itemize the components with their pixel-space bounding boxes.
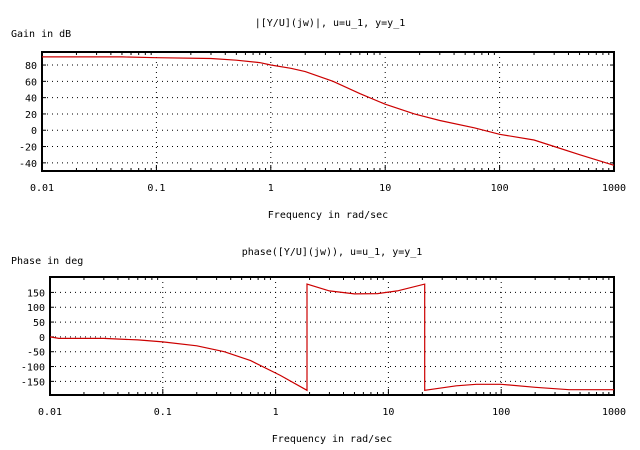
phase-title: phase([Y/U](jw)), u=u_1, y=y_1 — [242, 247, 423, 258]
x-tick-label: 100 — [492, 407, 510, 418]
y-tick-label: -20 — [19, 143, 37, 154]
y-tick-label: 0 — [31, 126, 37, 137]
plot-frame — [49, 276, 615, 396]
y-tick-label: 20 — [25, 110, 37, 121]
phase-xlabel: Frequency in rad/sec — [272, 434, 392, 445]
x-tick-label: 0.1 — [147, 183, 165, 194]
y-tick-label: 150 — [27, 288, 45, 299]
x-tick-label: 0.01 — [38, 407, 62, 418]
data-line — [49, 283, 614, 392]
y-tick-label: 0 — [39, 333, 45, 344]
phase-plot: phase([Y/U](jw)), u=u_1, y=y_1 Phase in … — [11, 247, 626, 445]
x-tick-label: 1 — [273, 407, 279, 418]
data-line — [42, 56, 615, 166]
x-tick-label: 10 — [379, 183, 391, 194]
y-tick-label: 40 — [25, 94, 37, 105]
plot-frame — [41, 51, 615, 172]
y-tick-label: -40 — [19, 159, 37, 170]
gain-xlabel: Frequency in rad/sec — [268, 210, 388, 221]
y-tick-label: -100 — [21, 363, 45, 374]
gain-ylabel: Gain in dB — [11, 29, 71, 40]
y-tick-label: 50 — [33, 318, 45, 329]
y-tick-label: 60 — [25, 77, 37, 88]
x-tick-label: 1000 — [602, 183, 626, 194]
y-tick-label: 100 — [27, 303, 45, 314]
x-tick-label: 0.01 — [30, 183, 54, 194]
x-tick-label: 10 — [382, 407, 394, 418]
y-tick-label: 80 — [25, 61, 37, 72]
y-tick-label: -150 — [21, 377, 45, 388]
y-tick-label: -50 — [27, 348, 45, 359]
x-tick-label: 1000 — [602, 407, 626, 418]
x-tick-label: 0.1 — [154, 407, 172, 418]
gain-title: |[Y/U](jw)|, u=u_1, y=y_1 — [255, 18, 406, 29]
x-tick-label: 100 — [491, 183, 509, 194]
gain-plot: |[Y/U](jw)|, u=u_1, y=y_1 Gain in dB Fre… — [11, 18, 626, 221]
x-tick-label: 1 — [268, 183, 274, 194]
phase-ylabel: Phase in deg — [11, 256, 83, 267]
